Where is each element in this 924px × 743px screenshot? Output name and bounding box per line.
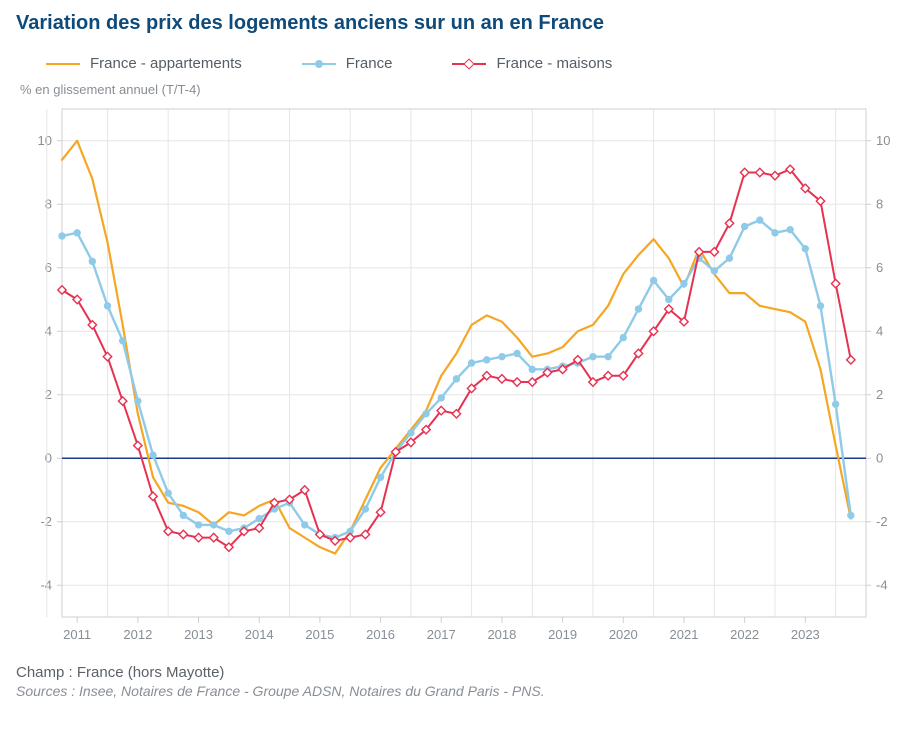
svg-text:6: 6 <box>45 260 52 275</box>
svg-text:-4: -4 <box>40 577 52 592</box>
svg-text:6: 6 <box>876 260 883 275</box>
svg-text:2: 2 <box>45 387 52 402</box>
legend-item[interactable]: France - maisons <box>452 55 612 72</box>
svg-text:10: 10 <box>876 133 890 148</box>
svg-text:2011: 2011 <box>63 627 91 642</box>
svg-text:2: 2 <box>876 387 883 402</box>
legend-item[interactable]: France <box>302 55 393 72</box>
line-chart-svg: -4 -4 -2 -2 0 0 2 2 4 4 6 6 8 8 10 10 2011 2012 2013 2014 20… <box>16 101 908 653</box>
svg-text:2021: 2021 <box>670 627 699 642</box>
svg-text:2016: 2016 <box>366 627 395 642</box>
svg-text:2012: 2012 <box>123 627 152 642</box>
svg-text:2014: 2014 <box>245 627 274 642</box>
legend-label: France <box>346 55 393 72</box>
chart-plot: -4 -4 -2 -2 0 0 2 2 4 4 6 6 8 8 10 10 2011 2012 2013 2014 20… <box>16 101 908 658</box>
svg-text:2020: 2020 <box>609 627 638 642</box>
chart-container: Variation des prix des logements anciens… <box>0 0 924 743</box>
legend-label: France - appartements <box>90 55 242 72</box>
footer-champ: Champ : France (hors Mayotte) <box>16 664 908 681</box>
svg-text:2019: 2019 <box>548 627 577 642</box>
svg-text:2018: 2018 <box>487 627 516 642</box>
chart-footer: Champ : France (hors Mayotte) Sources : … <box>16 664 908 699</box>
svg-text:0: 0 <box>45 450 52 465</box>
svg-text:2022: 2022 <box>730 627 759 642</box>
svg-text:0: 0 <box>876 450 883 465</box>
svg-text:-4: -4 <box>876 577 888 592</box>
legend-label: France - maisons <box>496 55 612 72</box>
svg-text:-2: -2 <box>40 514 52 529</box>
svg-text:2015: 2015 <box>305 627 334 642</box>
legend-swatch <box>46 57 80 71</box>
legend-swatch <box>302 57 336 71</box>
svg-text:8: 8 <box>876 196 883 211</box>
y-axis-subtitle: % en glissement annuel (T/T-4) <box>20 82 908 97</box>
svg-text:4: 4 <box>45 323 52 338</box>
svg-text:-2: -2 <box>876 514 888 529</box>
chart-title: Variation des prix des logements anciens… <box>16 12 908 35</box>
svg-text:8: 8 <box>45 196 52 211</box>
legend-item[interactable]: France - appartements <box>46 55 242 72</box>
legend: France - appartements France France - mais… <box>16 41 908 82</box>
footer-sources: Sources : Insee, Notaires de France - Gr… <box>16 683 908 699</box>
legend-swatch <box>452 57 486 71</box>
svg-text:10: 10 <box>38 133 52 148</box>
svg-text:4: 4 <box>876 323 883 338</box>
svg-text:2013: 2013 <box>184 627 213 642</box>
svg-text:2023: 2023 <box>791 627 820 642</box>
svg-text:2017: 2017 <box>427 627 456 642</box>
